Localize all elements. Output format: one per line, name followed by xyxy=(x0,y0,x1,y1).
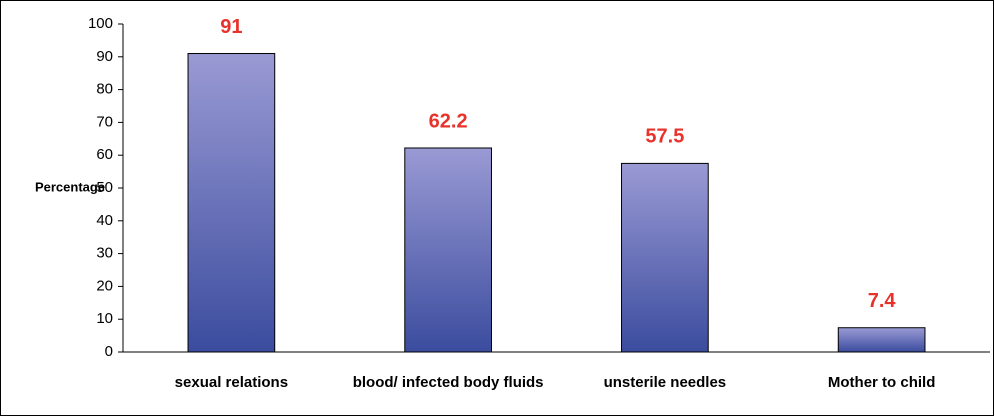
x-tick-label: blood/ infected body fluids xyxy=(352,374,544,391)
bar xyxy=(621,162,709,353)
y-tick-label: 20 xyxy=(96,277,113,294)
y-tick-label: 30 xyxy=(96,245,113,262)
y-tick-label: 40 xyxy=(96,212,113,229)
x-tick-label: unsterile needles xyxy=(603,374,727,391)
bar xyxy=(837,327,926,353)
data-label: 7.4 xyxy=(868,290,897,312)
y-tick-label: 80 xyxy=(96,81,113,98)
y-tick-label: 100 xyxy=(88,15,113,32)
data-label: 57.5 xyxy=(645,126,684,148)
bar xyxy=(404,147,492,353)
y-tick-label: 10 xyxy=(96,310,113,327)
y-tick-label: 60 xyxy=(96,146,113,163)
y-tick-label: 0 xyxy=(105,343,113,360)
x-tick-label: Mother to child xyxy=(827,374,936,391)
y-tick-label: 50 xyxy=(96,179,113,196)
y-axis-label: Percentage xyxy=(35,179,105,194)
data-label: 91 xyxy=(220,16,242,38)
bar xyxy=(187,53,276,353)
y-tick-label: 90 xyxy=(96,48,113,65)
y-tick-label: 70 xyxy=(96,113,113,130)
x-tick-label: sexual relations xyxy=(174,374,289,391)
data-label: 62.2 xyxy=(429,110,468,132)
